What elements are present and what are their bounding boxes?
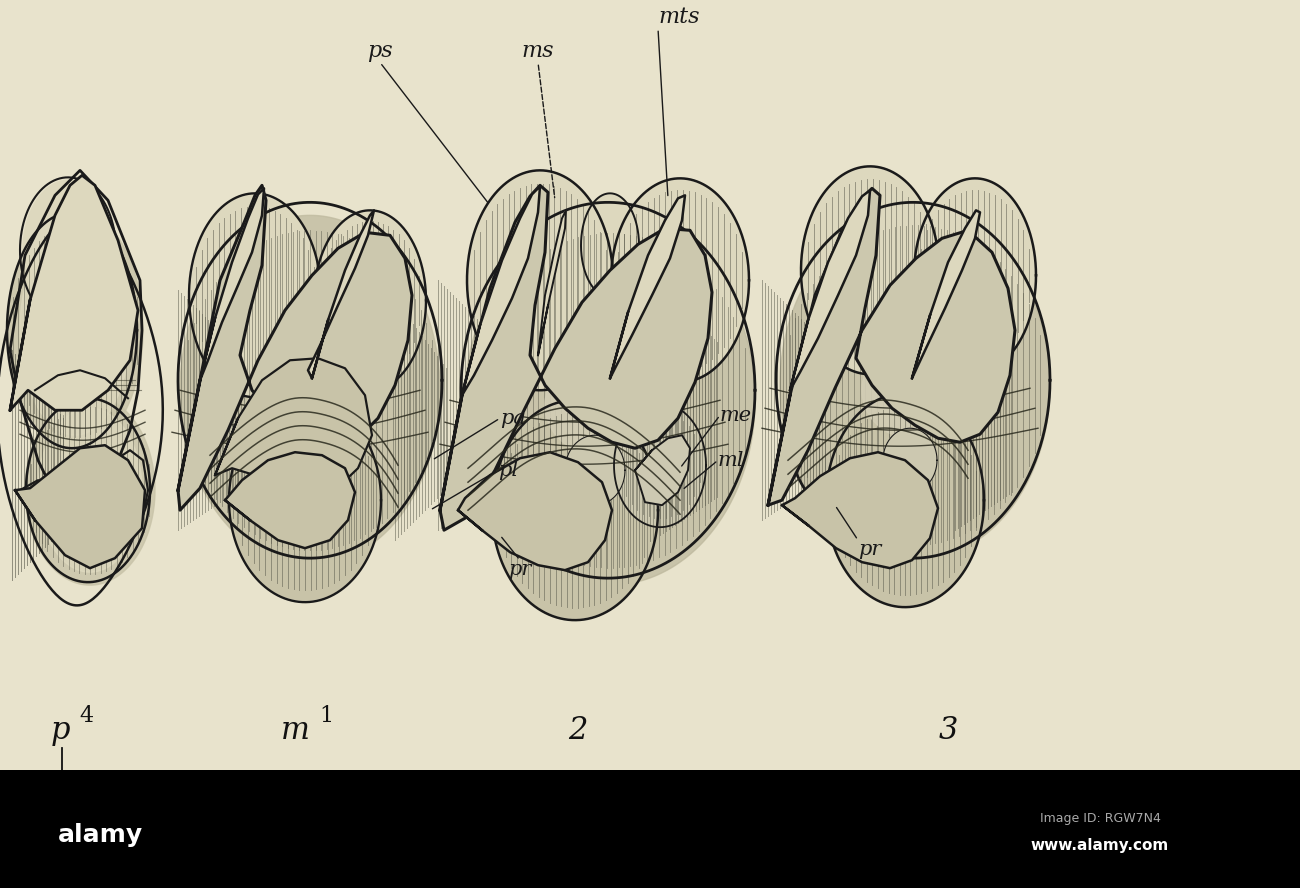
Polygon shape (10, 175, 138, 410)
Text: me: me (720, 406, 753, 424)
Polygon shape (214, 358, 372, 498)
Polygon shape (545, 355, 655, 456)
Polygon shape (190, 195, 320, 395)
Polygon shape (493, 402, 656, 618)
Polygon shape (20, 226, 130, 435)
Polygon shape (315, 212, 425, 388)
Polygon shape (790, 190, 870, 390)
Polygon shape (768, 188, 1015, 505)
Text: ml: ml (718, 451, 745, 470)
Polygon shape (200, 188, 264, 380)
Text: alamy: alamy (57, 823, 143, 847)
Polygon shape (308, 210, 374, 378)
Text: pa: pa (500, 408, 526, 428)
Polygon shape (468, 172, 612, 388)
Polygon shape (16, 445, 146, 568)
Text: p: p (51, 715, 70, 746)
Polygon shape (25, 395, 155, 585)
Polygon shape (582, 195, 638, 296)
Polygon shape (23, 180, 113, 321)
Text: Image ID: RGW7N4: Image ID: RGW7N4 (1040, 812, 1161, 825)
Polygon shape (883, 428, 937, 492)
Polygon shape (915, 180, 1035, 370)
Polygon shape (465, 215, 755, 585)
Text: www.alamy.com: www.alamy.com (1031, 837, 1169, 852)
Polygon shape (439, 186, 712, 530)
Polygon shape (780, 210, 1050, 560)
Text: 2: 2 (568, 715, 588, 746)
Polygon shape (634, 435, 690, 505)
Polygon shape (783, 452, 939, 568)
Text: 3: 3 (939, 715, 958, 746)
Polygon shape (292, 424, 348, 488)
Polygon shape (615, 405, 705, 525)
Polygon shape (6, 210, 143, 450)
Polygon shape (610, 195, 685, 378)
Polygon shape (230, 400, 380, 600)
Text: pr: pr (508, 560, 532, 579)
Polygon shape (612, 180, 748, 380)
Text: pl: pl (498, 461, 517, 480)
Polygon shape (178, 186, 412, 511)
Text: mts: mts (658, 6, 699, 28)
Text: m: m (281, 715, 309, 746)
Polygon shape (802, 169, 939, 372)
Polygon shape (566, 435, 625, 505)
Polygon shape (827, 395, 983, 605)
Polygon shape (225, 452, 355, 548)
Text: 4: 4 (79, 705, 94, 727)
Text: ps: ps (367, 41, 393, 62)
Text: pr: pr (858, 540, 881, 559)
Bar (0, 770, 1300, 888)
Text: ms: ms (521, 41, 554, 62)
Polygon shape (462, 186, 540, 395)
Polygon shape (458, 452, 612, 570)
Polygon shape (862, 342, 962, 438)
Text: 1: 1 (318, 705, 333, 727)
Polygon shape (913, 210, 980, 378)
Polygon shape (179, 215, 439, 565)
Polygon shape (38, 408, 142, 572)
Polygon shape (538, 210, 566, 355)
Polygon shape (250, 336, 370, 445)
